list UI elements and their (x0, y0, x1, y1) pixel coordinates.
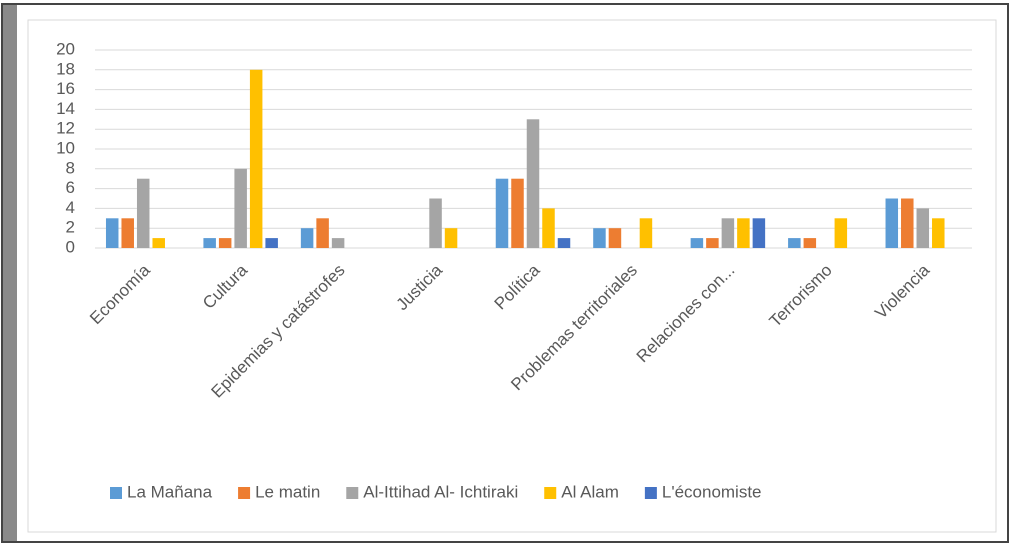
legend-swatch (346, 487, 359, 499)
y-tick-label: 0 (66, 237, 75, 256)
bar (932, 218, 945, 248)
legend-swatch (110, 487, 122, 499)
bar (444, 228, 458, 248)
bar (834, 218, 848, 248)
bar (639, 218, 653, 248)
bar (511, 178, 524, 248)
legend-swatch (544, 487, 557, 499)
bar (526, 119, 540, 248)
y-tick-label: 12 (56, 119, 75, 138)
y-tick-label: 14 (56, 99, 75, 118)
bar (885, 198, 899, 248)
bar (901, 198, 914, 248)
legend-label: Al-Ittihad Al- Ichtiraki (363, 482, 518, 501)
bar (152, 238, 165, 248)
legend-label: L'économiste (662, 482, 762, 501)
bar (608, 228, 622, 248)
bar (203, 238, 216, 248)
bar (721, 218, 735, 248)
y-tick-label: 16 (56, 79, 75, 98)
bar (557, 238, 571, 248)
bar (593, 228, 606, 248)
legend-label: Al Alam (561, 482, 619, 501)
y-tick-label: 8 (66, 158, 75, 177)
y-tick-label: 20 (56, 39, 75, 58)
bar (136, 178, 150, 248)
bar (690, 238, 704, 248)
bar (495, 178, 509, 248)
bar (706, 238, 719, 248)
bar (542, 208, 555, 248)
bar (218, 238, 232, 248)
bar (737, 218, 750, 248)
bar (105, 218, 119, 248)
bar (121, 218, 134, 248)
legend-swatch (238, 487, 251, 499)
y-tick-label: 18 (56, 59, 75, 78)
bar (316, 218, 329, 248)
legend-label: La Mañana (127, 482, 213, 501)
bar (803, 238, 817, 248)
bar (249, 69, 263, 248)
bar (234, 168, 247, 248)
bar (265, 238, 278, 248)
legend-swatch (644, 487, 657, 499)
y-tick-label: 10 (56, 138, 75, 157)
frame-shadow (3, 5, 17, 541)
bar (331, 238, 345, 248)
y-tick-label: 6 (66, 178, 75, 197)
legend-label: Le matin (255, 482, 320, 501)
bar (788, 238, 801, 248)
y-tick-label: 2 (66, 218, 75, 237)
bar (916, 208, 930, 248)
bar (752, 218, 766, 248)
y-tick-label: 4 (66, 198, 75, 217)
bar (300, 228, 314, 248)
bar (429, 198, 442, 248)
chart-area (27, 19, 997, 533)
